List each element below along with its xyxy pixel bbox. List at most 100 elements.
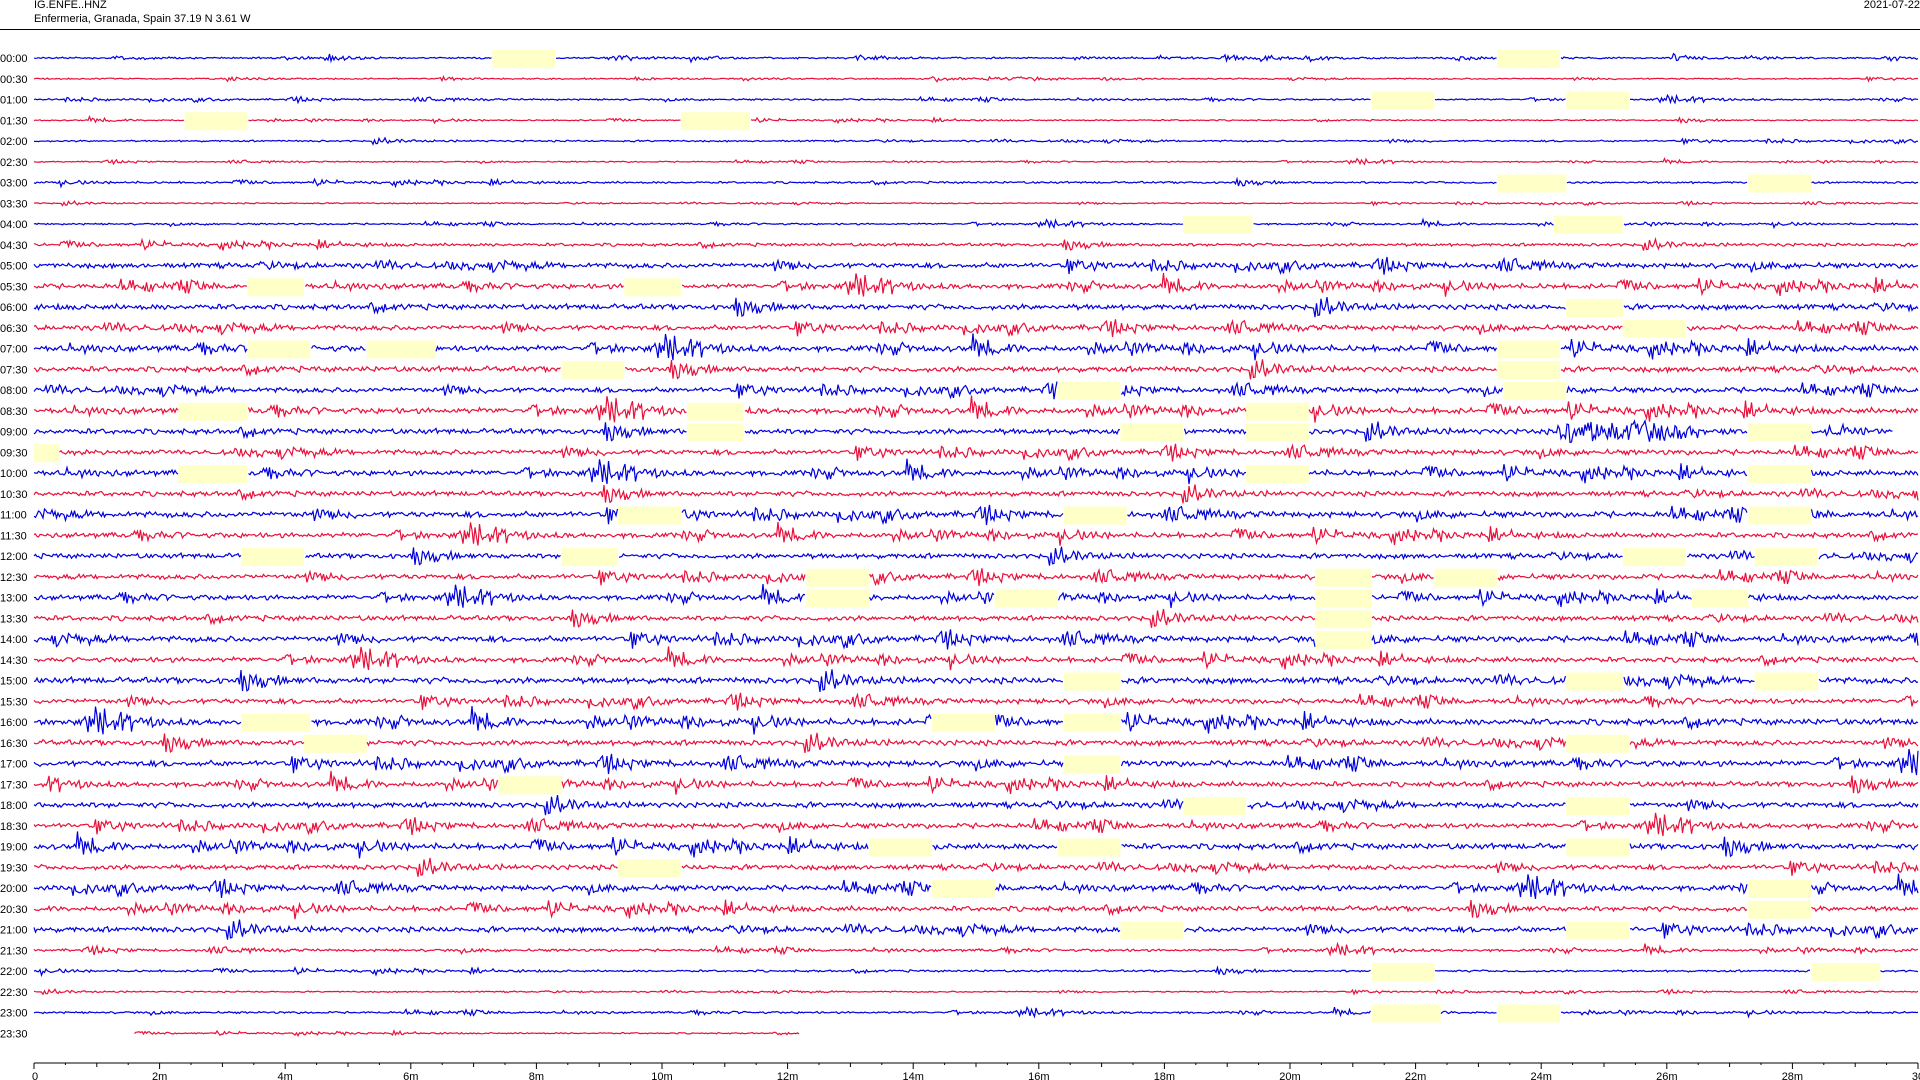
time-label: 01:30 — [0, 115, 28, 127]
time-label: 06:00 — [0, 302, 28, 314]
data-gap — [680, 112, 750, 131]
trace-line — [33, 770, 1919, 795]
data-gap — [1057, 382, 1121, 400]
time-label: 01:00 — [0, 95, 28, 107]
time-label: 09:00 — [0, 427, 28, 439]
trace-line — [33, 217, 1919, 230]
data-gap — [624, 278, 681, 297]
time-label: 18:30 — [0, 821, 28, 833]
trace-line — [33, 381, 1919, 400]
x-tick-label: 28m — [1782, 1071, 1803, 1080]
time-label: 22:30 — [0, 987, 28, 999]
trace-line — [33, 236, 1919, 252]
data-gap — [178, 402, 248, 421]
data-gap — [1315, 589, 1372, 608]
trace-line — [33, 608, 1919, 628]
data-gap — [1754, 548, 1818, 566]
data-gaps — [34, 50, 1881, 1023]
data-gap — [994, 589, 1058, 608]
data-gap — [618, 859, 681, 878]
time-label: 03:00 — [0, 178, 28, 190]
time-label: 14:00 — [0, 634, 28, 646]
data-gap — [1748, 880, 1812, 898]
data-gap — [184, 112, 248, 131]
time-label: 10:00 — [0, 468, 28, 480]
x-tick-label: 2m — [152, 1071, 167, 1080]
trace-line — [33, 318, 1919, 338]
trace-line — [33, 157, 1919, 166]
time-label: 20:30 — [0, 904, 28, 916]
time-label: 13:00 — [0, 593, 28, 605]
trace-line — [33, 504, 1919, 526]
data-gap — [1246, 423, 1309, 442]
trace-line — [33, 546, 1919, 566]
data-gap — [1371, 963, 1435, 981]
trace-line — [33, 359, 1919, 380]
time-label: 14:30 — [0, 655, 28, 667]
data-gap — [1748, 174, 1812, 193]
trace-line — [33, 333, 1919, 361]
data-gap — [1057, 838, 1121, 857]
trace-line — [33, 919, 1919, 940]
time-label: 03:30 — [0, 198, 28, 210]
data-gap — [1811, 963, 1881, 981]
data-gap — [247, 340, 311, 359]
x-tick-label: 10m — [651, 1071, 672, 1080]
trace-line — [33, 296, 1919, 318]
data-gap — [241, 714, 311, 732]
trace-line — [33, 831, 1919, 859]
time-label: 04:00 — [0, 219, 28, 231]
data-gap — [1748, 506, 1812, 525]
plot-date: 2021-07-22 — [1863, 0, 1920, 11]
x-tick-label: 8m — [529, 1071, 544, 1080]
data-gap — [304, 734, 367, 753]
x-tick-label: 26m — [1656, 1071, 1677, 1080]
time-label: 13:30 — [0, 613, 28, 625]
trace-line — [33, 965, 1919, 978]
data-gap — [1691, 589, 1749, 608]
trace-line — [33, 115, 1919, 125]
data-gap — [1553, 216, 1623, 234]
time-label: 05:30 — [0, 281, 28, 293]
x-tick-label: 22m — [1405, 1071, 1426, 1080]
trace-line — [33, 794, 1919, 816]
data-gap — [1748, 900, 1812, 919]
data-gap — [1246, 465, 1309, 483]
data-gap — [1566, 734, 1630, 753]
data-gap — [1754, 672, 1818, 691]
x-tick-label: 20m — [1279, 1071, 1300, 1080]
x-tick-label: 14m — [902, 1071, 923, 1080]
time-label: 07:00 — [0, 344, 28, 356]
trace-line — [33, 629, 1919, 650]
x-tick-label: 24m — [1530, 1071, 1551, 1080]
data-gap — [1183, 216, 1253, 234]
data-gap — [1497, 361, 1561, 380]
x-tick-label: 16m — [1028, 1071, 1049, 1080]
x-tick-label: 0 — [32, 1071, 38, 1080]
data-gap — [1063, 506, 1127, 525]
data-gap — [561, 548, 619, 566]
data-gap — [1503, 382, 1567, 400]
data-gap — [1315, 631, 1372, 649]
time-label: 19:30 — [0, 862, 28, 874]
data-gap — [1622, 319, 1686, 338]
trace-line — [33, 941, 1919, 957]
trace-line — [33, 899, 1919, 920]
trace-line — [33, 52, 1919, 64]
trace-line — [59, 443, 1919, 462]
trace-line — [33, 812, 1919, 837]
data-gap — [1063, 714, 1121, 732]
data-gap — [1497, 1004, 1561, 1023]
x-tick-label: 30 — [1912, 1071, 1920, 1080]
trace-line — [33, 567, 1919, 587]
time-label: 12:00 — [0, 551, 28, 563]
trace-line — [33, 256, 1919, 275]
time-label: 12:30 — [0, 572, 28, 584]
time-label: 23:00 — [0, 1008, 28, 1020]
time-label: 20:00 — [0, 883, 28, 895]
data-gap — [1063, 672, 1121, 691]
time-label: 21:00 — [0, 925, 28, 937]
data-gap — [1748, 423, 1812, 442]
data-gap — [1434, 568, 1498, 587]
data-gap — [1566, 797, 1630, 815]
